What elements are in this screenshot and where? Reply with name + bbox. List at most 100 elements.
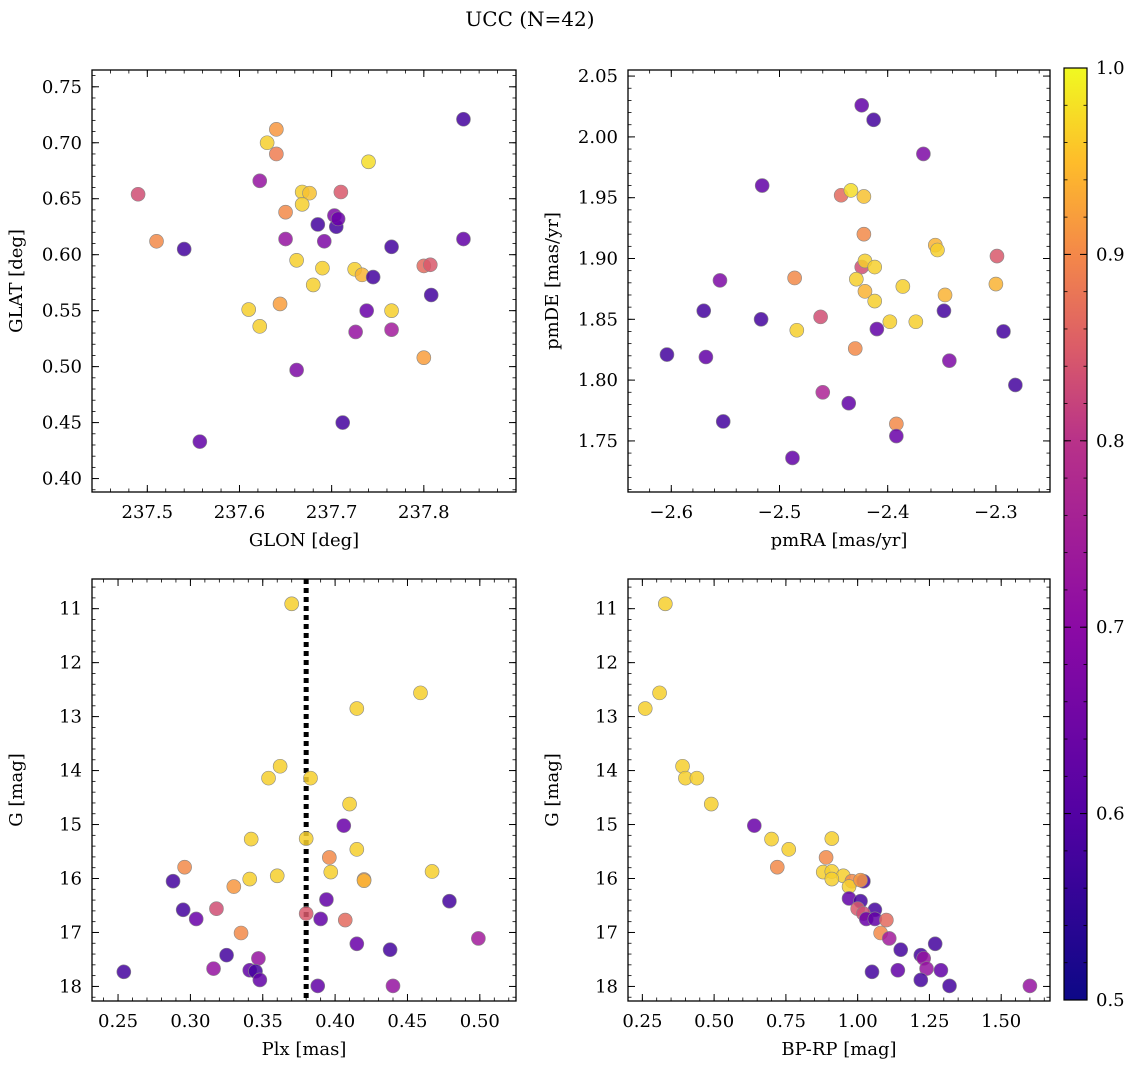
y-tick-label: 0.60 xyxy=(42,245,82,266)
data-point xyxy=(269,146,284,162)
data-point xyxy=(149,233,164,249)
axes-frame xyxy=(627,578,1051,1002)
data-point xyxy=(313,911,328,927)
data-point xyxy=(1008,377,1023,393)
colorbar-gradient xyxy=(1063,67,1088,1001)
data-point xyxy=(879,912,894,928)
data-point xyxy=(303,770,318,786)
y-tick-label: 0.70 xyxy=(42,133,82,154)
colorbar-tick-label: 0.7 xyxy=(1096,617,1125,638)
x-tick-label: −2.4 xyxy=(866,502,910,523)
data-point xyxy=(310,978,326,994)
y-axis-label: G [mag] xyxy=(542,753,563,826)
data-point xyxy=(252,972,268,988)
panel-plx-g: 0.25 0.30 0.35 0.40 0.45 0.50 11 12 13 14 15 16 17 18… xyxy=(6,578,517,1060)
data-point xyxy=(867,259,883,275)
y-tick-label: 16 xyxy=(595,869,618,890)
data-point xyxy=(322,850,337,865)
data-point xyxy=(893,942,909,958)
data-point xyxy=(881,931,897,946)
y-tick-label: 11 xyxy=(595,599,618,620)
data-point xyxy=(349,936,365,952)
data-point xyxy=(219,947,234,963)
data-point xyxy=(942,978,957,994)
data-point xyxy=(857,284,873,299)
data-point xyxy=(637,701,653,716)
colorbar-tick-label: 0.5 xyxy=(1096,990,1125,1011)
data-point xyxy=(937,287,953,303)
data-point xyxy=(348,324,363,340)
data-point xyxy=(989,248,1005,264)
panel-glon-glat: 237.5 237.6 237.7 237.8 0.40 0.45 0.50 0.55 0.60… xyxy=(6,69,517,551)
data-point xyxy=(233,925,249,941)
y-tick-label: 12 xyxy=(595,653,618,674)
data-point xyxy=(818,850,834,865)
data-point xyxy=(278,204,293,220)
data-point xyxy=(696,303,712,319)
data-point xyxy=(337,912,353,928)
data-point xyxy=(316,233,332,249)
data-point xyxy=(916,146,931,162)
x-tick-label: 237.5 xyxy=(122,502,174,523)
data-point xyxy=(188,911,204,927)
data-point xyxy=(269,122,284,137)
data-point xyxy=(336,818,352,833)
data-point xyxy=(416,350,432,365)
data-point xyxy=(382,942,398,958)
y-axis-label: GLAT [deg] xyxy=(6,229,27,333)
data-point xyxy=(289,362,304,378)
data-point xyxy=(890,962,906,978)
data-point xyxy=(130,186,146,202)
data-point xyxy=(278,231,293,247)
data-point xyxy=(659,347,675,362)
data-point xyxy=(294,197,310,212)
data-point xyxy=(252,173,268,189)
data-point xyxy=(864,964,880,980)
data-point xyxy=(867,293,883,309)
data-point xyxy=(882,314,898,330)
data-point xyxy=(930,242,945,258)
data-point xyxy=(365,269,381,285)
data-point xyxy=(854,97,870,113)
data-point xyxy=(251,951,266,966)
y-tick-label: 17 xyxy=(59,922,82,943)
x-axis-label: Plx [mas] xyxy=(262,1039,347,1060)
data-point xyxy=(456,111,471,127)
data-point xyxy=(764,831,779,847)
colorbar-tick-label: 1.0 xyxy=(1096,58,1125,79)
y-tick-label: 1.95 xyxy=(578,188,618,209)
y-tick-label: 0.55 xyxy=(42,301,82,322)
data-point xyxy=(471,931,486,946)
data-point xyxy=(652,685,667,701)
data-point xyxy=(310,217,326,232)
x-tick-label: 0.40 xyxy=(315,1011,355,1032)
data-point xyxy=(242,871,258,887)
data-point xyxy=(715,414,731,429)
data-point xyxy=(206,961,221,976)
data-point xyxy=(456,231,471,247)
data-point xyxy=(815,384,831,400)
panel-bprp-g: 0.25 0.50 0.75 1.00 1.25 1.50 11 12 13 14 15 16 17 18… xyxy=(542,578,1051,1060)
data-point xyxy=(298,831,314,846)
data-point xyxy=(342,796,357,812)
data-point xyxy=(712,273,728,288)
data-point xyxy=(927,936,943,952)
axes-frame xyxy=(627,69,1051,493)
data-point xyxy=(261,770,276,786)
data-point xyxy=(698,349,714,365)
data-point xyxy=(284,596,299,612)
data-point xyxy=(787,270,802,286)
y-tick-label: 0.65 xyxy=(42,189,82,210)
data-point xyxy=(272,296,288,312)
y-tick-label: 1.80 xyxy=(578,370,618,391)
y-tick-label: 13 xyxy=(59,707,82,728)
data-point xyxy=(869,321,885,337)
y-tick-label: 1.90 xyxy=(578,249,618,270)
data-point xyxy=(289,252,304,268)
data-point xyxy=(824,871,840,887)
data-point xyxy=(330,211,346,227)
data-point xyxy=(269,868,285,884)
x-tick-label: 0.50 xyxy=(460,1011,500,1032)
y-tick-label: 0.45 xyxy=(42,413,82,434)
x-tick-label: 237.8 xyxy=(398,502,450,523)
